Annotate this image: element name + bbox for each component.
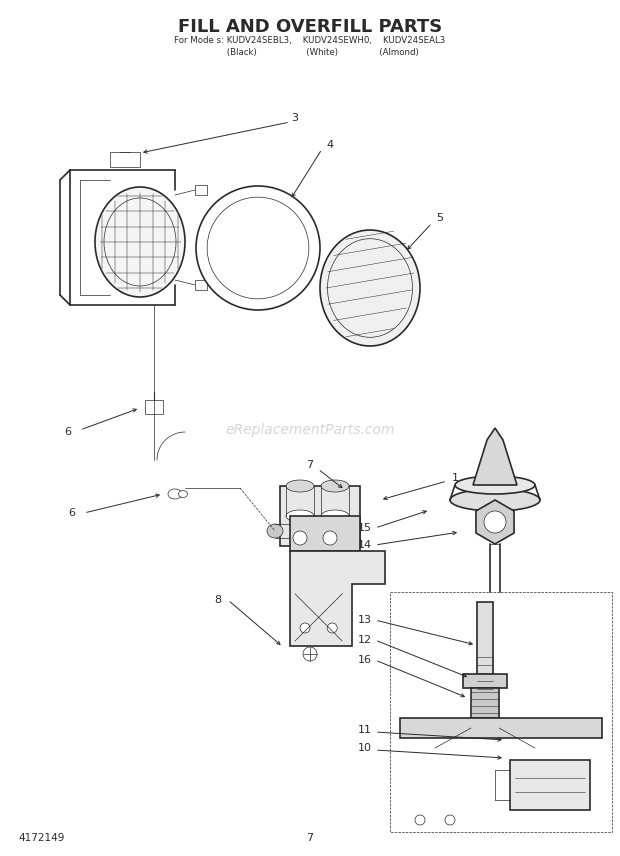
- Ellipse shape: [450, 489, 540, 511]
- Bar: [510, 760, 590, 810]
- Text: 4172149: 4172149: [18, 833, 64, 843]
- Bar: [110, 152, 140, 167]
- Circle shape: [303, 647, 317, 661]
- Circle shape: [300, 623, 310, 633]
- Text: 11: 11: [358, 725, 372, 735]
- Text: 4: 4: [327, 140, 334, 150]
- Bar: [390, 592, 612, 832]
- Text: 7: 7: [306, 833, 314, 843]
- Ellipse shape: [455, 476, 535, 494]
- Text: 6: 6: [64, 427, 71, 437]
- Text: 5: 5: [436, 213, 443, 223]
- Polygon shape: [476, 500, 514, 544]
- Ellipse shape: [321, 480, 349, 492]
- Bar: [477, 602, 493, 682]
- Ellipse shape: [286, 480, 314, 492]
- Bar: [463, 674, 507, 688]
- Text: 16: 16: [358, 655, 372, 665]
- Text: (Black)                  (White)               (Almond): (Black) (White) (Almond): [202, 48, 418, 57]
- Text: 12: 12: [358, 635, 372, 645]
- Text: For Mode s: KUDV24SEBL3,    KUDV24SEWH0,    KUDV24SEAL3: For Mode s: KUDV24SEBL3, KUDV24SEWH0, KU…: [174, 36, 446, 45]
- Circle shape: [415, 815, 425, 825]
- Circle shape: [445, 815, 455, 825]
- Ellipse shape: [95, 187, 185, 297]
- Ellipse shape: [179, 490, 187, 497]
- Circle shape: [196, 186, 320, 310]
- Text: 3: 3: [291, 113, 298, 123]
- Text: 6: 6: [68, 508, 76, 518]
- Bar: [195, 185, 207, 195]
- Bar: [280, 486, 360, 546]
- Ellipse shape: [286, 510, 314, 522]
- Text: eReplacementParts.com: eReplacementParts.com: [225, 423, 395, 437]
- Text: 8: 8: [215, 595, 221, 605]
- Text: 13: 13: [358, 615, 372, 625]
- Polygon shape: [473, 428, 517, 485]
- Ellipse shape: [168, 489, 182, 499]
- Text: 14: 14: [358, 540, 372, 550]
- Ellipse shape: [267, 524, 283, 538]
- Circle shape: [293, 531, 307, 545]
- Bar: [400, 718, 602, 738]
- Text: 10: 10: [358, 743, 372, 753]
- Bar: [195, 280, 207, 290]
- Text: 1: 1: [451, 473, 459, 483]
- Bar: [471, 688, 499, 718]
- Bar: [290, 516, 360, 551]
- Text: 15: 15: [358, 523, 372, 533]
- Bar: [145, 400, 163, 414]
- Text: 7: 7: [306, 460, 314, 470]
- Ellipse shape: [321, 510, 349, 522]
- Circle shape: [327, 623, 337, 633]
- Ellipse shape: [320, 230, 420, 346]
- Circle shape: [207, 197, 309, 299]
- Circle shape: [484, 511, 506, 533]
- Polygon shape: [290, 551, 385, 646]
- Circle shape: [323, 531, 337, 545]
- Text: FILL AND OVERFILL PARTS: FILL AND OVERFILL PARTS: [178, 18, 442, 36]
